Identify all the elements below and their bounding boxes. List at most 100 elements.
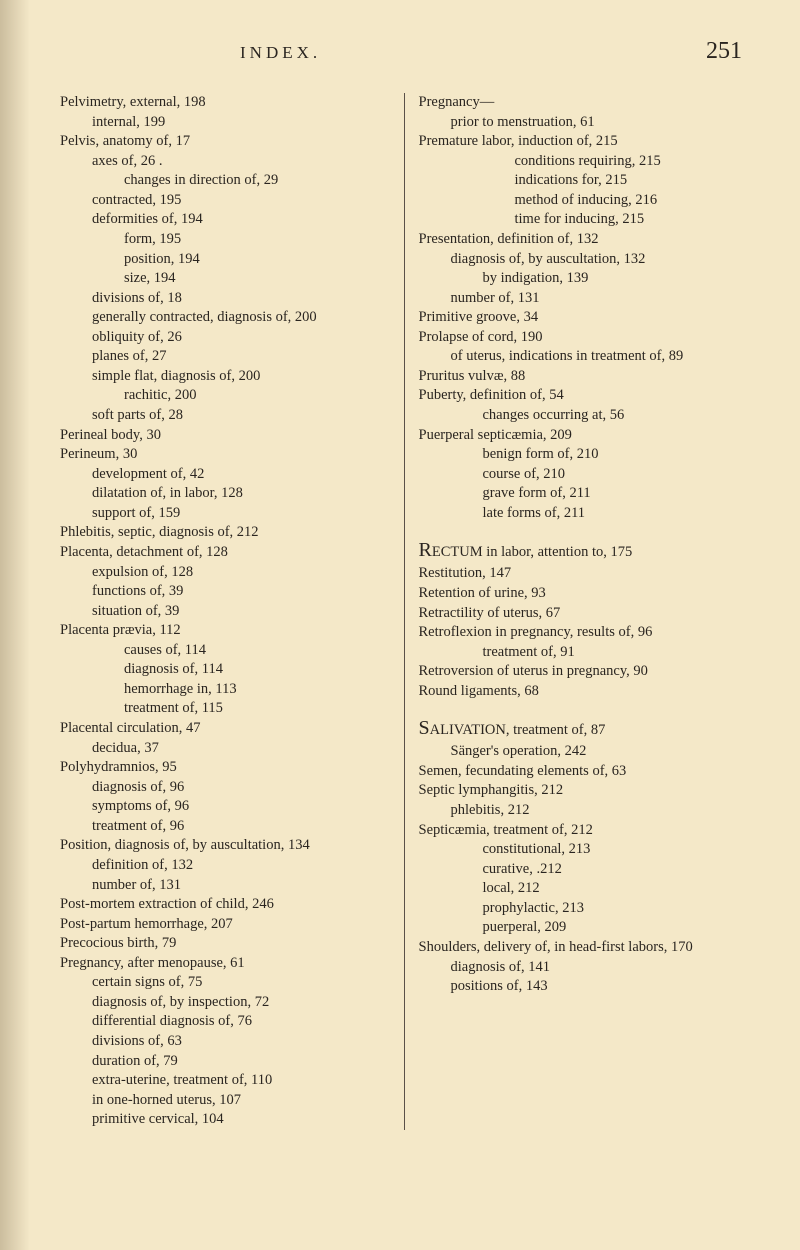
index-subentry: local, 212 xyxy=(419,879,753,899)
index-entry: Semen, fecundating elements of, 63 xyxy=(419,762,753,782)
index-subentry: changes occurring at, 56 xyxy=(419,406,753,426)
index-columns: Pelvimetry, external, 198 internal, 199 … xyxy=(60,93,752,1130)
index-subentry: symptoms of, 96 xyxy=(60,797,394,817)
index-entry: Puerperal septicæmia, 209 xyxy=(419,426,753,446)
index-entry: Post-partum hemorrhage, 207 xyxy=(60,915,394,935)
index-subentry: treatment of, 91 xyxy=(419,643,753,663)
index-entry: Presentation, definition of, 132 xyxy=(419,230,753,250)
index-subentry: generally contracted, diagnosis of, 200 xyxy=(60,308,394,328)
index-entry: Perineal body, 30 xyxy=(60,426,394,446)
index-subentry: deformities of, 194 xyxy=(60,210,394,230)
index-subentry: Sänger's operation, 242 xyxy=(419,742,753,762)
index-subentry: causes of, 114 xyxy=(60,641,394,661)
index-entry: Perineum, 30 xyxy=(60,445,394,465)
index-subentry: planes of, 27 xyxy=(60,347,394,367)
index-entry: Retroversion of uterus in pregnancy, 90 xyxy=(419,662,753,682)
index-subentry: prophylactic, 213 xyxy=(419,899,753,919)
index-entry: Pelvimetry, external, 198 xyxy=(60,93,394,113)
index-entry: RECTUM in labor, attention to, 175 xyxy=(419,537,753,564)
index-subentry: number of, 131 xyxy=(419,289,753,309)
index-subentry: duration of, 79 xyxy=(60,1052,394,1072)
index-subentry: size, 194 xyxy=(60,269,394,289)
index-subentry: internal, 199 xyxy=(60,113,394,133)
index-subentry: simple flat, diagnosis of, 200 xyxy=(60,367,394,387)
right-column: Pregnancy— prior to menstruation, 61 Pre… xyxy=(405,93,753,1130)
section-letter-r: R xyxy=(419,539,432,561)
index-subentry: hemorrhage in, 113 xyxy=(60,680,394,700)
index-entry: Position, diagnosis of, by auscultation,… xyxy=(60,836,394,856)
index-entry: Post-mortem extraction of child, 246 xyxy=(60,895,394,915)
index-subentry: certain signs of, 75 xyxy=(60,973,394,993)
section-break xyxy=(419,701,753,715)
page-header: INDEX. 251 xyxy=(60,38,752,65)
index-subentry: situation of, 39 xyxy=(60,602,394,622)
index-subentry: puerperal, 209 xyxy=(419,918,753,938)
index-subentry: differential diagnosis of, 76 xyxy=(60,1012,394,1032)
index-subentry: grave form of, 211 xyxy=(419,484,753,504)
index-entry: SALIVATION, treatment of, 87 xyxy=(419,715,753,742)
index-subentry: prior to menstruation, 61 xyxy=(419,113,753,133)
index-subentry: diagnosis of, by inspection, 72 xyxy=(60,993,394,1013)
index-subentry: contracted, 195 xyxy=(60,191,394,211)
index-subentry: curative, .212 xyxy=(419,860,753,880)
index-subentry: dilatation of, in labor, 128 xyxy=(60,484,394,504)
index-subentry: treatment of, 96 xyxy=(60,817,394,837)
index-subentry: diagnosis of, 114 xyxy=(60,660,394,680)
index-subentry: constitutional, 213 xyxy=(419,840,753,860)
index-entry: Phlebitis, septic, diagnosis of, 212 xyxy=(60,523,394,543)
index-entry: Retroflexion in pregnancy, results of, 9… xyxy=(419,623,753,643)
index-entry: Shoulders, delivery of, in head-first la… xyxy=(419,938,753,958)
index-subentry: divisions of, 63 xyxy=(60,1032,394,1052)
index-subentry: changes in direction of, 29 xyxy=(60,171,394,191)
index-entry-text: ALIVATION, treatment of, 87 xyxy=(430,722,606,738)
index-subentry: decidua, 37 xyxy=(60,739,394,759)
section-break xyxy=(419,523,753,537)
index-entry: Precocious birth, 79 xyxy=(60,934,394,954)
index-subentry: time for inducing, 215 xyxy=(419,210,753,230)
index-entry: Primitive groove, 34 xyxy=(419,308,753,328)
spine-shadow xyxy=(0,0,30,1250)
index-entry: Septicæmia, treatment of, 212 xyxy=(419,821,753,841)
index-subentry: diagnosis of, by auscultation, 132 xyxy=(419,250,753,270)
index-entry: Prolapse of cord, 190 xyxy=(419,328,753,348)
index-subentry: course of, 210 xyxy=(419,465,753,485)
index-entry: Round ligaments, 68 xyxy=(419,682,753,702)
header-title: INDEX. xyxy=(240,43,321,63)
index-entry: Placenta, detachment of, 128 xyxy=(60,543,394,563)
index-subentry: late forms of, 211 xyxy=(419,504,753,524)
index-subentry: extra-uterine, treatment of, 110 xyxy=(60,1071,394,1091)
index-entry: Pregnancy— xyxy=(419,93,753,113)
index-subentry: primitive cervical, 104 xyxy=(60,1110,394,1130)
index-subentry: diagnosis of, 141 xyxy=(419,958,753,978)
index-subentry: obliquity of, 26 xyxy=(60,328,394,348)
index-entry: Placenta prævia, 112 xyxy=(60,621,394,641)
index-subentry: form, 195 xyxy=(60,230,394,250)
index-entry: Restitution, 147 xyxy=(419,564,753,584)
index-entry: Septic lymphangitis, 212 xyxy=(419,781,753,801)
index-entry: Retention of urine, 93 xyxy=(419,584,753,604)
index-subentry: in one-horned uterus, 107 xyxy=(60,1091,394,1111)
index-subentry: position, 194 xyxy=(60,250,394,270)
index-subentry: expulsion of, 128 xyxy=(60,563,394,583)
index-entry: Polyhydramnios, 95 xyxy=(60,758,394,778)
index-subentry: of uterus, indications in treatment of, … xyxy=(419,347,753,367)
index-subentry: indications for, 215 xyxy=(419,171,753,191)
index-subentry: treatment of, 115 xyxy=(60,699,394,719)
index-entry: Placental circulation, 47 xyxy=(60,719,394,739)
index-subentry: diagnosis of, 96 xyxy=(60,778,394,798)
index-entry: Premature labor, induction of, 215 xyxy=(419,132,753,152)
left-column: Pelvimetry, external, 198 internal, 199 … xyxy=(60,93,405,1130)
index-subentry: method of inducing, 216 xyxy=(419,191,753,211)
index-subentry: positions of, 143 xyxy=(419,977,753,997)
page-number: 251 xyxy=(706,38,742,65)
index-entry: Pelvis, anatomy of, 17 xyxy=(60,132,394,152)
index-subentry: definition of, 132 xyxy=(60,856,394,876)
index-subentry: conditions requiring, 215 xyxy=(419,152,753,172)
index-subentry: number of, 131 xyxy=(60,876,394,896)
index-subentry: development of, 42 xyxy=(60,465,394,485)
index-subentry: rachitic, 200 xyxy=(60,386,394,406)
index-entry-text: ECTUM in labor, attention to, 175 xyxy=(432,544,632,560)
index-entry: Puberty, definition of, 54 xyxy=(419,386,753,406)
index-subentry: axes of, 26 . xyxy=(60,152,394,172)
index-subentry: by indigation, 139 xyxy=(419,269,753,289)
